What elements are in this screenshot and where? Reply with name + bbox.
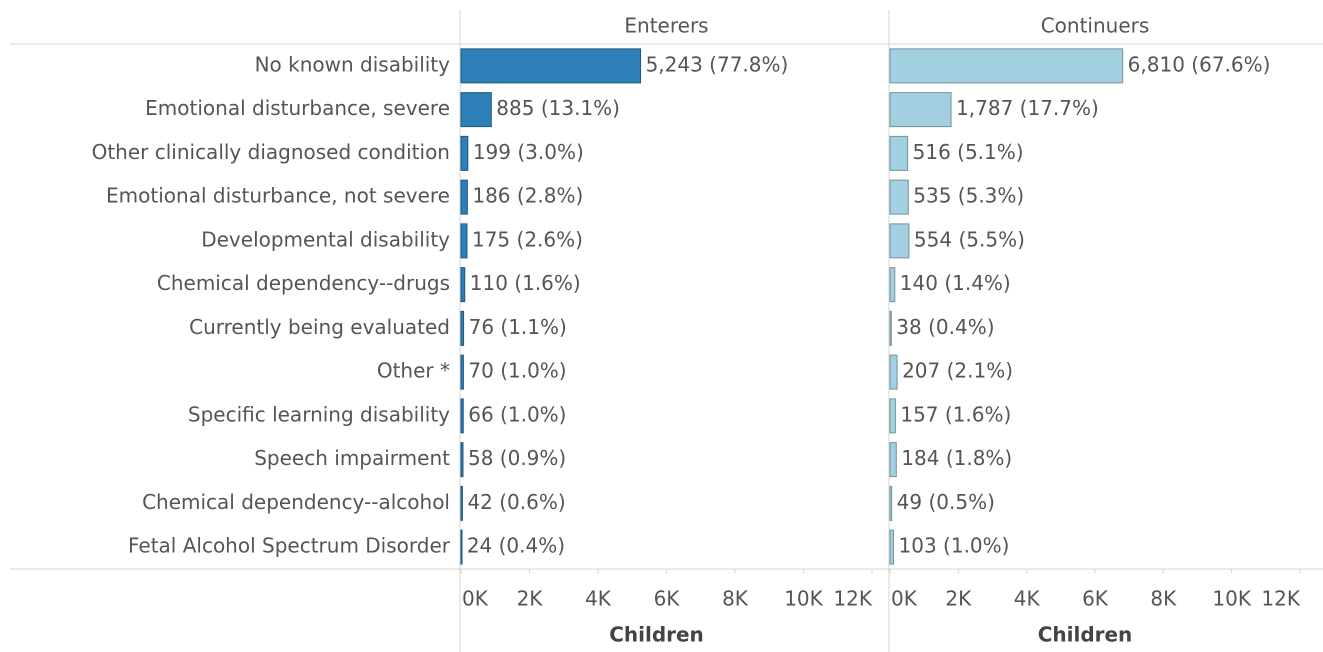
x-tick-label: 2K bbox=[945, 587, 972, 611]
category-label: Fetal Alcohol Spectrum Disorder bbox=[128, 534, 451, 558]
x-tick-label: 4K bbox=[1014, 587, 1041, 611]
category-label: Other * bbox=[377, 359, 450, 383]
bar bbox=[460, 48, 642, 84]
value-label: 6,810 (67.6%) bbox=[1128, 52, 1271, 76]
value-label: 58 (0.9%) bbox=[468, 446, 566, 470]
category-label: Emotional disturbance, severe bbox=[145, 96, 450, 120]
value-label: 103 (1.0%) bbox=[899, 534, 1010, 558]
bar bbox=[889, 179, 909, 215]
bar bbox=[460, 310, 465, 346]
bar bbox=[889, 398, 896, 434]
bar bbox=[889, 48, 1124, 84]
x-tick-label: 12K bbox=[1261, 587, 1300, 611]
value-label: 535 (5.3%) bbox=[913, 184, 1024, 208]
value-label: 110 (1.6%) bbox=[470, 271, 581, 295]
value-label: 885 (13.1%) bbox=[496, 96, 620, 120]
value-label: 186 (2.8%) bbox=[472, 184, 583, 208]
category-label: Emotional disturbance, not severe bbox=[106, 184, 450, 208]
value-label: 1,787 (17.7%) bbox=[956, 96, 1099, 120]
category-label: Chemical dependency--drugs bbox=[157, 271, 450, 295]
bar bbox=[460, 354, 464, 390]
value-label: 66 (1.0%) bbox=[468, 402, 566, 426]
value-label: 516 (5.1%) bbox=[913, 140, 1024, 164]
value-label: 24 (0.4%) bbox=[467, 534, 565, 558]
x-tick-label: 4K bbox=[585, 587, 612, 611]
bar bbox=[889, 529, 895, 565]
value-label: 76 (1.1%) bbox=[469, 315, 567, 339]
value-label: 38 (0.4%) bbox=[896, 315, 994, 339]
x-axis-title: Children bbox=[1038, 623, 1133, 647]
value-label: 175 (2.6%) bbox=[472, 227, 583, 251]
category-label: Specific learning disability bbox=[188, 402, 450, 426]
bar bbox=[460, 529, 463, 565]
bar bbox=[889, 310, 892, 346]
x-tick-label: 8K bbox=[722, 587, 749, 611]
bar bbox=[460, 485, 463, 521]
x-tick-label: 6K bbox=[1082, 587, 1109, 611]
value-label: 70 (1.0%) bbox=[468, 359, 566, 383]
bar bbox=[460, 92, 492, 128]
bar bbox=[460, 135, 469, 171]
category-label: Chemical dependency--alcohol bbox=[142, 490, 450, 514]
bar bbox=[889, 354, 898, 390]
category-label: Currently being evaluated bbox=[189, 315, 450, 339]
bar bbox=[889, 267, 896, 303]
x-axis-title: Children bbox=[609, 623, 704, 647]
bar bbox=[889, 485, 893, 521]
x-tick-label: 0K bbox=[891, 587, 918, 611]
x-tick-label: 10K bbox=[784, 587, 823, 611]
bar bbox=[889, 223, 910, 259]
category-label: No known disability bbox=[255, 52, 451, 76]
bar bbox=[889, 92, 952, 128]
bar bbox=[460, 179, 468, 215]
category-label: Speech impairment bbox=[254, 446, 450, 470]
bar bbox=[460, 398, 464, 434]
x-tick-label: 2K bbox=[517, 587, 544, 611]
value-label: 157 (1.6%) bbox=[900, 402, 1011, 426]
x-tick-label: 8K bbox=[1150, 587, 1177, 611]
value-label: 5,243 (77.8%) bbox=[646, 52, 789, 76]
x-tick-label: 12K bbox=[833, 587, 872, 611]
bar bbox=[460, 223, 468, 259]
category-label: Other clinically diagnosed condition bbox=[92, 140, 450, 164]
value-label: 49 (0.5%) bbox=[897, 490, 995, 514]
value-label: 207 (2.1%) bbox=[902, 359, 1013, 383]
bar bbox=[460, 442, 464, 478]
bar bbox=[889, 135, 909, 171]
category-label: Developmental disability bbox=[201, 227, 450, 251]
x-tick-label: 10K bbox=[1212, 587, 1251, 611]
value-label: 184 (1.8%) bbox=[901, 446, 1012, 470]
panel-title: Continuers bbox=[1041, 14, 1150, 38]
panel-title: Enterers bbox=[624, 14, 708, 38]
bar bbox=[889, 442, 897, 478]
value-label: 140 (1.4%) bbox=[900, 271, 1011, 295]
value-label: 42 (0.6%) bbox=[467, 490, 565, 514]
value-label: 554 (5.5%) bbox=[914, 227, 1025, 251]
x-tick-label: 0K bbox=[462, 587, 489, 611]
bar bbox=[460, 267, 466, 303]
x-tick-label: 6K bbox=[654, 587, 681, 611]
value-label: 199 (3.0%) bbox=[473, 140, 584, 164]
